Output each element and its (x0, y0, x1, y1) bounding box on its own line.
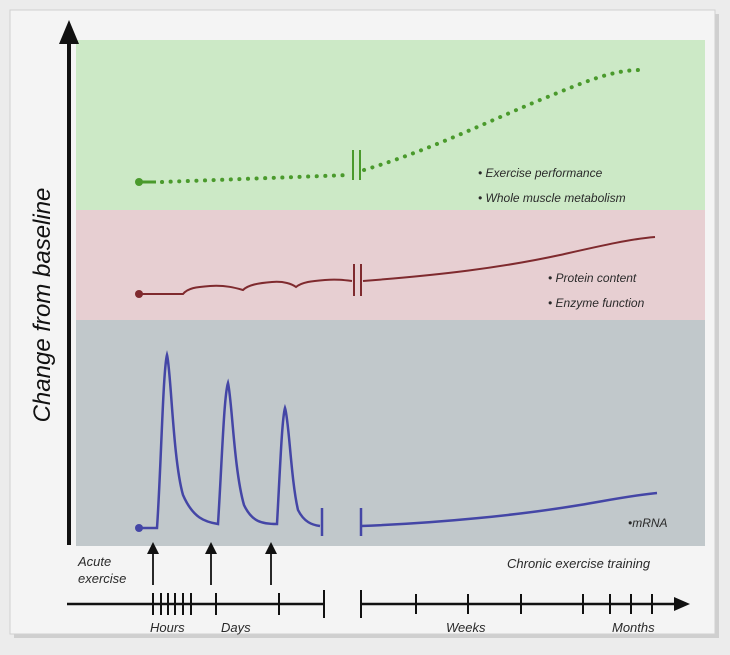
timescale-label-weeks: Weeks (446, 620, 486, 635)
time-axis-arrowhead-icon (674, 597, 690, 611)
green-start-dot (135, 178, 143, 186)
green-dotted-line-early (160, 173, 352, 184)
timescale-label-days: Days (221, 620, 251, 635)
arrow-3-up-icon (265, 542, 277, 554)
band-top (76, 40, 705, 210)
ticks-weeks (415, 594, 584, 614)
acute-label-line2: exercise (78, 571, 126, 586)
curve-protein-content (135, 236, 656, 298)
blue-line-late (360, 491, 658, 528)
curve-exercise-performance (135, 68, 642, 186)
timescale-label-months: Months (612, 620, 655, 635)
band-label-whole-muscle-metabolism: • Whole muscle metabolism (478, 191, 626, 205)
acute-label-line1: Acute (77, 554, 111, 569)
y-axis-label: Change from baseline (29, 188, 56, 423)
band-label-exercise-performance: • Exercise performance (478, 166, 603, 180)
band-label-protein-content: • Protein content (548, 271, 637, 285)
curve-mrna (135, 350, 658, 536)
arrow-1-up-icon (147, 542, 159, 554)
red-line-late (362, 236, 656, 282)
band-bottom (76, 320, 705, 546)
y-axis-arrowhead-icon (59, 20, 79, 44)
band-label-enzyme-function: • Enzyme function (548, 296, 645, 310)
ticks-hours (152, 593, 192, 615)
band-label-mrna: •mRNA (628, 516, 668, 530)
acute-exercise-arrows (147, 542, 277, 585)
red-line-early (139, 278, 353, 295)
timescale-label-hours: Hours (150, 620, 185, 635)
blue-line-early (139, 350, 321, 530)
ticks-months (609, 594, 653, 614)
band-middle (76, 210, 705, 320)
chronic-label: Chronic exercise training (507, 556, 651, 571)
time-axis (67, 590, 678, 618)
arrow-2-up-icon (205, 542, 217, 554)
